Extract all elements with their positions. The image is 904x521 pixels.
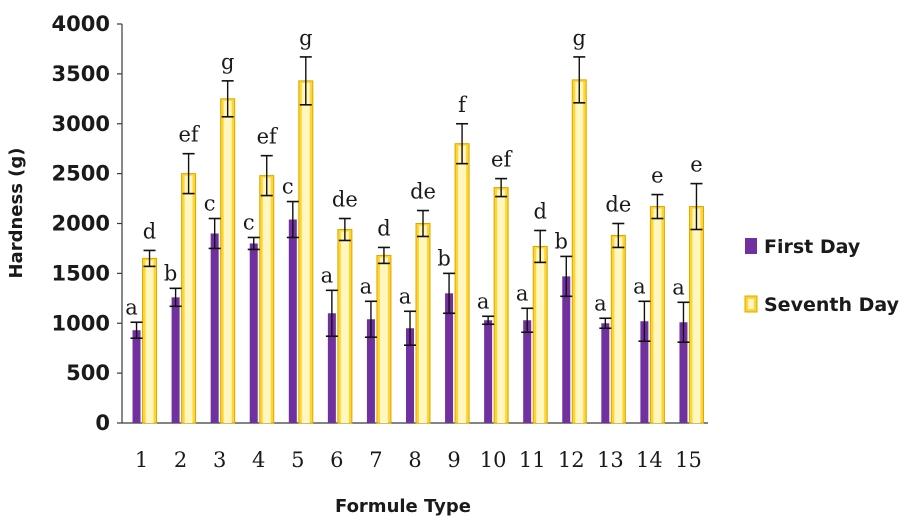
x-tick-label: 2 [174, 448, 187, 472]
bar-first-day [679, 322, 688, 423]
bar-seventh-day-highlight [262, 177, 271, 423]
bar-seventh-day-highlight [653, 208, 662, 423]
bar-seventh-day-highlight [497, 189, 506, 423]
x-tick-label: 1 [135, 448, 148, 472]
y-tick-label: 3000 [52, 112, 110, 136]
significance-label-first-day: b [437, 246, 450, 270]
significance-label-seventh-day: e [690, 153, 702, 177]
significance-label-first-day: c [243, 210, 255, 234]
bar-seventh-day-highlight [184, 175, 193, 423]
legend-swatch-first-day [745, 238, 757, 254]
bar-first-day [366, 319, 375, 423]
legend-label-first-day: First Day [764, 236, 861, 258]
bar-seventh-day-highlight [145, 260, 154, 423]
significance-label-first-day: a [516, 281, 529, 305]
bar-first-day [327, 313, 336, 423]
y-axis-label: Hardness (g) [6, 147, 27, 278]
significance-label-first-day: a [125, 295, 138, 319]
y-tick-label: 1000 [52, 311, 110, 335]
significance-label-first-day: a [399, 284, 412, 308]
bar-first-day [210, 233, 219, 423]
bar-seventh-day-highlight [692, 208, 701, 423]
legend: First Day Seventh Day [744, 236, 900, 316]
plot-background [122, 24, 708, 423]
significance-label-seventh-day: ef [491, 148, 513, 172]
bar-seventh-day-highlight [458, 145, 467, 423]
bar-first-day [601, 323, 610, 423]
significance-label-seventh-day: d [143, 219, 156, 243]
significance-label-first-day: a [594, 291, 607, 315]
x-tick-label: 7 [369, 448, 382, 472]
x-tick-label: 8 [408, 448, 421, 472]
significance-label-seventh-day: ef [257, 125, 279, 149]
significance-label-seventh-day: g [573, 26, 586, 50]
bar-first-day [523, 320, 532, 423]
x-tick-label: 6 [330, 448, 343, 472]
x-tick-label: 3 [213, 448, 226, 472]
significance-label-first-day: c [282, 175, 294, 199]
x-tick-label: 4 [252, 448, 265, 472]
y-axis-title: Hardness (g) [6, 147, 27, 278]
bar-seventh-day-highlight [301, 82, 310, 424]
significance-label-first-day: c [204, 192, 216, 216]
y-tick-label: 500 [66, 361, 110, 385]
x-axis-label: Formule Type [335, 496, 471, 517]
significance-label-first-day: a [633, 274, 646, 298]
bar-first-day [171, 297, 180, 423]
legend-label-seventh-day: Seventh Day [764, 294, 900, 316]
legend-swatch-seventh-day-inner [748, 299, 754, 309]
significance-label-seventh-day: e [651, 164, 663, 188]
x-tick-label: 12 [558, 448, 585, 472]
bar-seventh-day-highlight [575, 81, 584, 424]
bar-first-day [288, 219, 297, 423]
x-tick-label: 10 [480, 448, 507, 472]
bar-first-day [249, 243, 258, 423]
bar-first-day [406, 328, 414, 423]
bar-first-day [484, 320, 493, 423]
y-tick-label: 0 [95, 411, 110, 435]
x-tick-label: 13 [597, 448, 624, 472]
significance-label-first-day: a [321, 263, 334, 287]
bar-seventh-day-highlight [223, 100, 232, 423]
y-tick-label: 2000 [52, 212, 110, 236]
x-tick-label: 9 [447, 448, 460, 472]
significance-label-first-day: a [672, 275, 685, 299]
significance-label-seventh-day: d [533, 199, 546, 223]
bar-seventh-day-highlight [379, 257, 388, 423]
x-axis-title: Formule Type [335, 496, 471, 517]
significance-label-seventh-day: d [377, 216, 390, 240]
x-tick-label: 14 [636, 448, 663, 472]
bar-first-day [562, 276, 571, 423]
bar-seventh-day-highlight [536, 248, 545, 423]
y-tick-label: 2500 [52, 162, 110, 186]
y-tick-label: 4000 [52, 12, 110, 36]
significance-label-seventh-day: g [299, 26, 312, 50]
significance-label-first-day: a [360, 274, 373, 298]
significance-label-seventh-day: de [410, 180, 436, 204]
significance-label-first-day: b [555, 229, 568, 253]
bar-seventh-day-highlight [419, 225, 427, 423]
x-tick-label: 5 [291, 448, 304, 472]
significance-label-seventh-day: de [605, 193, 631, 217]
bar-first-day [640, 321, 649, 423]
bar-first-day [132, 330, 141, 423]
significance-label-seventh-day: g [221, 50, 234, 74]
x-tick-label: 15 [675, 448, 702, 472]
bar-seventh-day-highlight [614, 237, 623, 423]
significance-label-first-day: b [164, 261, 177, 285]
significance-label-seventh-day: de [332, 188, 358, 212]
plot-area: 05001000150020002500300035004000ad1bef2c… [52, 12, 708, 472]
bar-first-day [445, 293, 454, 423]
significance-label-seventh-day: f [458, 93, 468, 117]
significance-label-first-day: a [477, 289, 490, 313]
x-tick-label: 11 [519, 448, 546, 472]
bar-seventh-day-highlight [340, 231, 349, 423]
significance-label-seventh-day: ef [178, 123, 200, 147]
y-tick-label: 1500 [52, 261, 110, 285]
y-tick-label: 3500 [52, 62, 110, 86]
